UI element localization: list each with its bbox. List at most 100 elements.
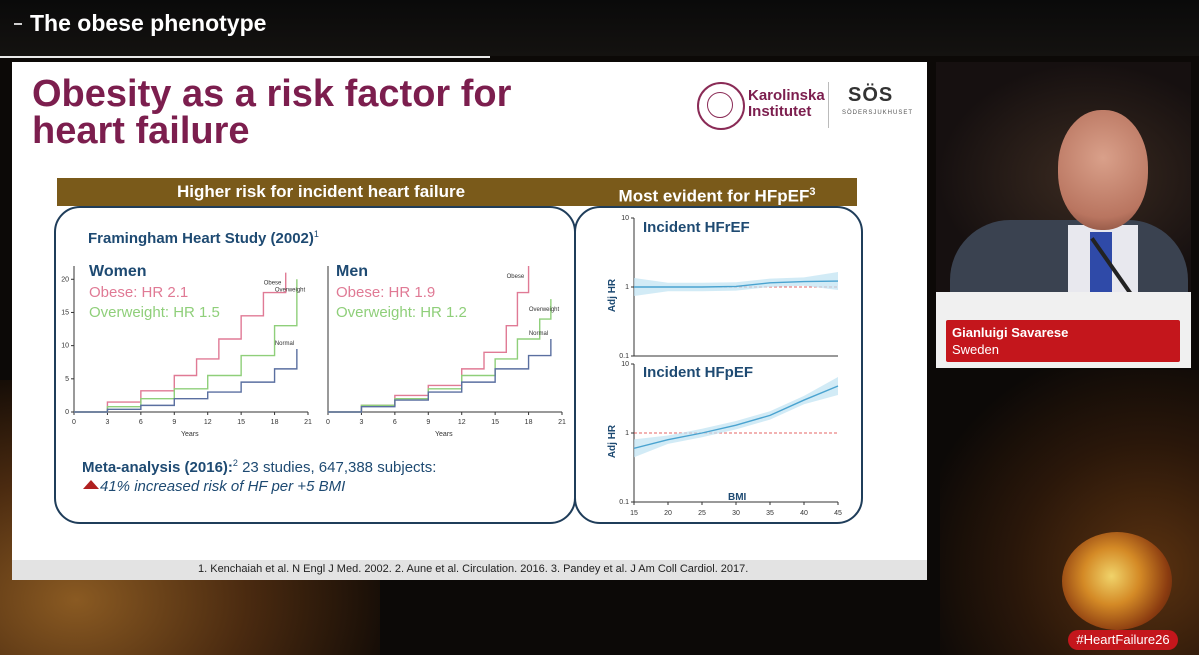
men-chart: 0 3 6 9 12 15 18 21 Years Obese Overweight Normal [326,266,566,438]
bullet-icon [14,23,22,25]
sos-logo-subtitle: SÖDERSJUKHUSET [842,110,914,116]
x-tick-label: 18 [525,419,533,426]
hfpef-label: Incident HFpEF [643,364,753,381]
background-art-right [940,370,1199,655]
speaker-name: Gianluigi Savarese [952,325,1069,340]
left-header: Higher risk for incident heart failure [57,178,585,206]
x-tick-label: 30 [732,510,740,517]
y-tick-label: 15 [61,309,69,316]
x-axis-label: Years [181,431,199,438]
x-axis-label: BMI [728,492,747,503]
divider [0,56,490,58]
hr-curve [634,280,839,288]
hashtag-badge: #HeartFailure26 [1068,630,1178,650]
hr-curve [633,385,839,449]
men-label: Men [336,263,368,280]
left-panel [54,206,576,524]
slide-title-line1: Obesity as a risk factor for [32,73,512,115]
conference-logo-orb [1062,532,1172,630]
series-label: Normal [275,341,294,347]
y-tick-label: 10 [61,343,69,350]
x-tick-label: 3 [359,419,363,426]
women-obese-hr: Obese: HR 2.1 [89,284,189,301]
footnote-ref: 1 [313,229,319,239]
confidence-band [634,377,838,458]
right-header: Most evident for HFpEF3 [577,178,857,206]
women-label: Women [89,263,147,280]
x-tick-label: 12 [204,419,212,426]
left-header-text: Higher risk for incident heart failure [176,182,466,201]
hfref-label: Incident HFrEF [643,219,750,236]
x-tick-label: 9 [426,419,430,426]
men-obese-hr: Obese: HR 1.9 [336,284,436,301]
up-arrow-icon [83,480,99,489]
meta-analysis-text: 23 studies, 647,388 subjects: [237,459,437,476]
y-tick-label: 5 [65,376,69,383]
x-tick-label: 35 [766,510,774,517]
x-tick-label: 6 [393,419,397,426]
meta-result-text: 41% increased risk of HF per +5 BMI [100,478,346,495]
series-line-normal [74,348,298,413]
sos-logo: SÖS [848,84,894,106]
x-tick-label: 18 [271,419,279,426]
x-tick-label: 21 [558,419,566,426]
session-title: The obese phenotype [30,10,267,36]
speaker-country: Sweden [952,342,999,357]
series-label: Obese [507,274,525,280]
logo-divider [828,82,829,128]
x-tick-label: 12 [458,419,466,426]
hfpef-chart: 0.1 1 10 15 20 25 30 35 40 45 BMI [619,361,842,517]
x-tick-label: 9 [172,419,176,426]
x-tick-label: 3 [105,419,109,426]
logo-text: Karolinska [748,87,825,104]
speaker-head [1058,110,1148,230]
footnote-ref: 2 [232,458,238,468]
slide-title-line2: heart failure [32,110,250,152]
framingham-title: Framingham Heart Study (2002)1 [88,229,319,247]
x-axis-label: Years [435,431,453,438]
y-tick-label: 1 [625,284,629,291]
karolinska-seal-icon [697,82,745,130]
x-tick-label: 25 [698,510,706,517]
women-overweight-hr: Overweight: HR 1.5 [89,304,220,321]
hfref-chart: 0.1 1 10 [619,215,839,360]
logo-text: Institutet [748,103,812,120]
x-tick-label: 15 [491,419,499,426]
framingham-title-text: Framingham Heart Study (2002) [88,230,314,247]
hfpef-ylabel: Adj HR [607,424,619,459]
top-bar: The obese phenotype [0,0,1199,56]
right-panel [574,206,863,524]
men-overweight-hr: Overweight: HR 1.2 [336,304,467,321]
x-tick-label: 15 [630,510,638,517]
x-tick-label: 0 [326,419,330,426]
x-tick-label: 21 [304,419,312,426]
meta-analysis-title: Meta-analysis (2016): [82,459,233,476]
references-text: 1. Kenchaiah et al. N Engl J Med. 2002. … [198,563,749,575]
x-tick-label: 20 [664,510,672,517]
series-label: Overweight [529,307,560,313]
x-tick-label: 6 [139,419,143,426]
slide-title: Obesity as a risk factor for heart failu… [32,73,592,152]
series-label: Overweight [275,287,306,293]
y-tick-label: 1 [625,430,629,437]
name-tag [946,320,1180,362]
y-tick-label: 0.1 [619,353,629,360]
series-line-overweight [74,279,298,413]
karolinska-logo: Karolinska Institutet [748,88,825,120]
women-chart: 0 3 6 9 12 15 18 2105101520YearsObeseOverweight… [61,266,312,438]
series-label: Obese [264,281,282,287]
series-line-overweight [328,299,552,413]
x-tick-label: 0 [72,419,76,426]
x-tick-label: 15 [237,419,245,426]
series-label: Normal [529,331,548,337]
y-tick-label: 0 [65,409,69,416]
x-tick-label: 40 [800,510,808,517]
references-bar: 1. Kenchaiah et al. N Engl J Med. 2002. … [12,560,927,580]
y-tick-label: 10 [621,361,629,368]
presentation-slide: Obesity as a risk factor for heart failu… [12,62,927,580]
meta-analysis-line: Meta-analysis (2016):2 23 studies, 647,3… [82,458,436,476]
y-tick-label: 10 [621,215,629,222]
hfref-ylabel: Adj HR [607,278,619,313]
series-line-normal [328,339,552,413]
y-tick-label: 20 [61,276,69,283]
